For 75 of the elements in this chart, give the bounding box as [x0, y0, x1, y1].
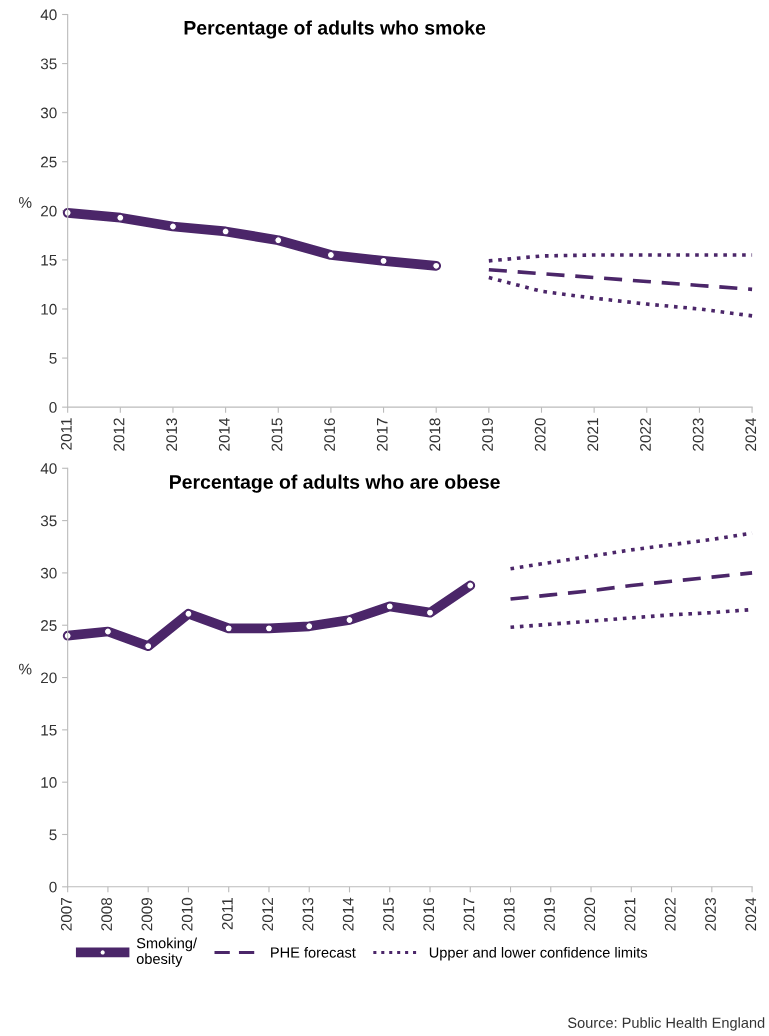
y-tick-label: 25: [41, 156, 57, 168]
x-tick-label: 2013: [302, 897, 314, 931]
y-tick-label: 30: [40, 567, 57, 579]
x-tick-label: 2014: [342, 897, 354, 931]
x-tick-label: 2018: [429, 418, 441, 451]
x-tick-label: 2019: [544, 897, 555, 931]
x-tick-label: 2018: [503, 897, 515, 931]
point: [184, 609, 193, 618]
y-tick-label: 10: [41, 303, 57, 315]
x-tick-label: 2009: [141, 897, 153, 931]
point: [432, 261, 441, 270]
x-tick-label: 2021: [587, 418, 599, 451]
point: [326, 250, 335, 260]
y-tick-label: 0: [49, 402, 57, 413]
y-tick-label: 35: [40, 58, 57, 70]
y-tick-label: 10: [41, 777, 57, 788]
x-tick-label: 2023: [692, 418, 704, 451]
y-axis-title: %: [18, 663, 32, 675]
x-tick-label: 2007: [60, 898, 72, 931]
x-tick-label: 2012: [113, 418, 125, 451]
y-tick-label: 0: [49, 881, 57, 893]
point: [425, 608, 435, 617]
legend-label: Upper and lower confidence limits: [429, 946, 648, 961]
y-tick-label: 5: [49, 353, 57, 364]
legend-label: Smoking/ obesity: [136, 937, 197, 967]
x-tick-label: 2017: [463, 898, 475, 931]
line-series: [487, 267, 754, 292]
x-tick-label: 2015: [271, 418, 283, 451]
y-tick-label: 35: [40, 515, 57, 527]
x-tick-label: 2008: [101, 897, 113, 931]
x-tick-label: 2016: [324, 418, 336, 451]
point: [221, 227, 230, 236]
y-tick-label: 25: [41, 620, 57, 631]
source-note: Source: Public Health England: [568, 1017, 765, 1031]
chart-title: Percentage of adults who smoke: [184, 20, 486, 39]
y-tick-label: 40: [40, 9, 57, 21]
point: [264, 624, 273, 633]
y-tick-label: 15: [41, 724, 57, 736]
y-tick-label: 15: [41, 254, 57, 266]
x-tick-label: 2017: [376, 418, 388, 451]
y-tick-label: 5: [49, 829, 57, 841]
y-tick-label: 30: [40, 107, 57, 119]
x-tick-label: 2011: [221, 897, 233, 930]
x-tick-label: 2024: [745, 897, 757, 931]
line-series: [508, 571, 754, 601]
chart-title: Percentage of adults who are obese: [170, 474, 500, 493]
x-tick-label: 2016: [423, 897, 435, 931]
x-tick-label: 2024: [745, 418, 757, 451]
x-tick-label: 2014: [218, 418, 230, 451]
point: [466, 581, 475, 590]
x-tick-label: 2011: [60, 418, 72, 450]
x-tick-label: 2021: [624, 897, 636, 931]
x-tick-label: 2010: [181, 897, 193, 931]
y-tick-label: 20: [41, 672, 57, 684]
line-series: [487, 275, 754, 318]
x-tick-label: 2012: [262, 898, 274, 931]
point: [385, 602, 394, 611]
legend-label: PHE forecast: [271, 946, 356, 958]
x-tick-label: 2019: [482, 418, 493, 451]
y-axis-title: %: [18, 197, 32, 208]
y-tick-label: 40: [40, 463, 57, 474]
y-tick-label: 20: [41, 205, 57, 217]
point: [224, 624, 233, 633]
point: [305, 622, 314, 631]
x-tick-label: 2013: [166, 418, 178, 451]
x-tick-label: 2023: [705, 897, 716, 931]
point: [168, 222, 177, 231]
x-tick-label: 2022: [640, 418, 651, 451]
point: [274, 236, 283, 245]
point: [116, 213, 125, 222]
x-tick-label: 2022: [664, 898, 676, 931]
x-tick-label: 2020: [584, 897, 596, 931]
x-tick-label: 2020: [534, 418, 546, 451]
point: [345, 615, 354, 625]
x-tick-label: 2015: [383, 897, 394, 931]
